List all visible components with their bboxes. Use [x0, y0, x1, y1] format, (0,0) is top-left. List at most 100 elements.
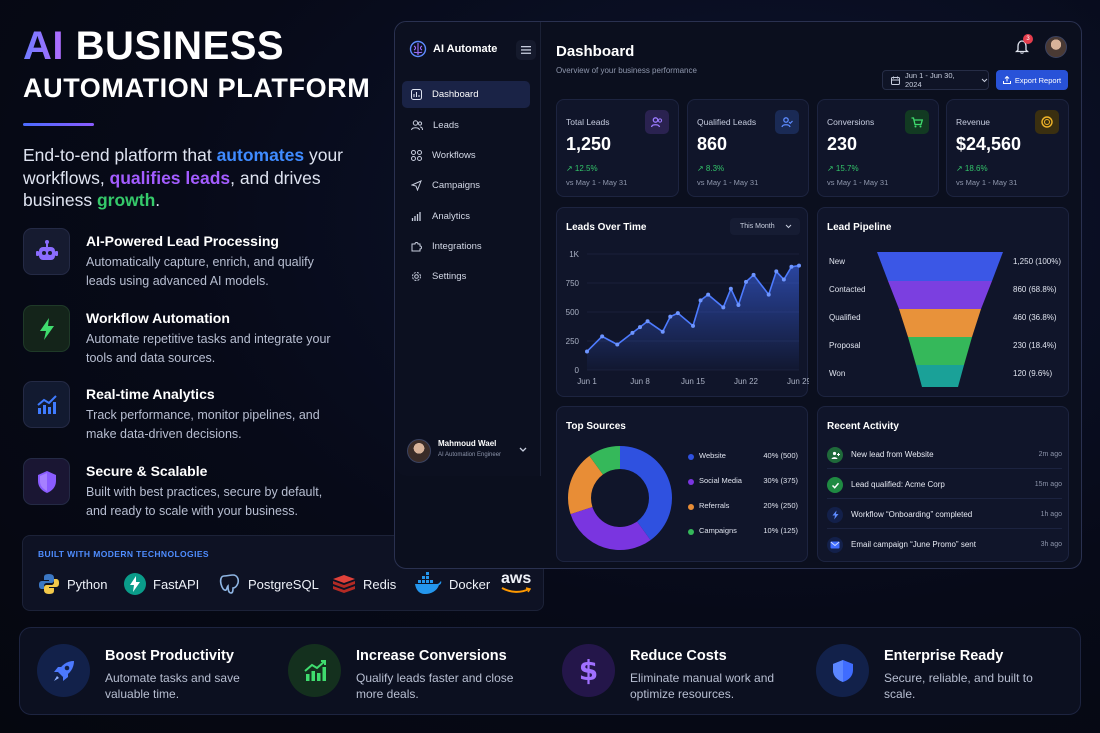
donut-slice	[570, 506, 651, 550]
fastapi-icon	[124, 573, 146, 595]
hero-divider	[23, 123, 94, 126]
postgresql-icon	[219, 574, 240, 594]
chevron-down-icon[interactable]	[519, 447, 527, 453]
stage-value: 1,250 (100%)	[1013, 257, 1062, 266]
tech-aws: aws	[501, 571, 531, 597]
stage-value: 860 (68.8%)	[1013, 285, 1057, 294]
y-tick-label: 500	[566, 308, 580, 317]
puzzle-icon	[411, 242, 422, 252]
y-tick-label: 750	[566, 279, 580, 288]
menu-icon	[521, 46, 531, 54]
date-range-picker[interactable]: Jun 1 - Jun 30, 2024	[882, 70, 989, 90]
activity-item[interactable]: Email campaign “June Promo” sent 3h ago	[827, 535, 1062, 559]
x-tick-label: Jun 29	[787, 377, 809, 386]
data-point	[721, 305, 726, 310]
aws-smile-icon	[501, 587, 531, 593]
kpi-card-conversions[interactable]: Conversions 230 ↗ 15.7% vs May 1 - May 3…	[817, 99, 939, 197]
user-check-icon	[775, 110, 799, 134]
leads-over-time-card: Leads Over Time This Month 1K 750 500 250 0 J…	[556, 207, 809, 397]
feature-title: Secure & Scalable	[86, 463, 208, 479]
header-avatar[interactable]	[1045, 36, 1067, 58]
chart-title: Leads Over Time	[566, 222, 647, 233]
pipeline-funnel	[877, 252, 1003, 387]
data-point	[645, 319, 650, 324]
nav-item-analytics[interactable]: Analytics	[402, 203, 530, 230]
gear-icon	[412, 272, 421, 281]
export-report-button[interactable]: Export Report	[996, 70, 1068, 90]
leads-line-chart: 1K 750 500 250 0 Jun 1 Jun 8 Jun 15 Jun 22 Jun 29	[566, 250, 809, 386]
kpi-card-qualified-leads[interactable]: Qualified Leads 860 ↗ 8.3% vs May 1 - Ma…	[687, 99, 809, 197]
data-point	[660, 329, 665, 334]
activity-item[interactable]: Lead qualified: Acme Corp 15m ago	[827, 475, 1062, 499]
calendar-icon	[891, 76, 900, 85]
legend-website: Website 40% (500)	[688, 451, 798, 463]
funnel-stage-won	[916, 365, 964, 387]
stage-label: Proposal	[829, 341, 861, 350]
nav-item-integrations[interactable]: Integrations	[402, 233, 530, 260]
x-tick-label: Jun 15	[681, 377, 706, 386]
stage-value: 230 (18.4%)	[1013, 341, 1057, 350]
activity-title: Recent Activity	[827, 421, 899, 432]
user-name: Mahmoud Wael	[438, 439, 497, 448]
nav-item-dashboard[interactable]: Dashboard	[402, 81, 530, 108]
hero-title-line2: AUTOMATION PLATFORM	[23, 73, 371, 103]
lightning-icon	[23, 305, 70, 352]
stage-label: New	[829, 257, 846, 266]
nav-item-campaigns[interactable]: Campaigns	[402, 172, 530, 199]
user-role: AI Automation Engineer	[438, 452, 502, 458]
recent-activity-card: Recent Activity New lead from Website 2m…	[817, 406, 1069, 562]
data-point	[797, 263, 801, 268]
bell-icon[interactable]	[1015, 39, 1029, 54]
nav-item-settings[interactable]: Settings	[402, 263, 530, 290]
hero-subtitle: End-to-end platform that automates your …	[23, 145, 344, 210]
donut-slice	[620, 446, 672, 541]
y-tick-label: 0	[575, 366, 580, 375]
check-icon	[827, 477, 843, 493]
avatar	[407, 439, 431, 463]
kpi-card-revenue[interactable]: Revenue $24,560 ↗ 18.6% vs May 1 - May 3…	[946, 99, 1069, 197]
nav-item-leads[interactable]: Leads	[402, 112, 530, 139]
y-tick-label: 1K	[569, 250, 579, 259]
feature-realtime-analytics: Real-time Analytics Track performance, m…	[23, 381, 353, 445]
feature-title: AI-Powered Lead Processing	[86, 233, 279, 249]
data-point	[766, 292, 771, 297]
data-point	[736, 303, 741, 308]
brain-icon	[409, 40, 427, 58]
feature-desc: Built with best practices, secure by def…	[86, 485, 323, 518]
data-point	[585, 349, 589, 354]
legend-referrals: Referrals 20% (250)	[688, 501, 798, 513]
page-subtitle: Overview of your business performance	[556, 66, 697, 75]
activity-item[interactable]: New lead from Website 2m ago	[827, 445, 1062, 469]
top-sources-card: Top Sources Website 40% (500) Social Medi…	[556, 406, 808, 562]
kpi-card-total-leads[interactable]: Total Leads 1,250 ↗ 12.5% vs May 1 - May…	[556, 99, 679, 197]
activity-item[interactable]: Workflow “Onboarding” completed 1h ago	[827, 505, 1062, 529]
cart-icon	[905, 110, 929, 134]
funnel-stage-new	[877, 252, 1003, 281]
benefits-banner: Boost Productivity Automate tasks and sa…	[19, 627, 1081, 715]
data-point	[600, 334, 605, 339]
sources-title: Top Sources	[566, 421, 626, 432]
robot-icon	[23, 228, 70, 275]
data-point	[615, 342, 620, 347]
sidebar: AI Automate Dashboard Leads Workflows Ca…	[395, 22, 541, 476]
app-logo[interactable]: AI Automate	[409, 40, 497, 58]
legend-social-media: Social Media 30% (375)	[688, 476, 798, 488]
chevron-down-icon	[981, 78, 988, 82]
coin-icon	[1035, 110, 1059, 134]
nav-item-workflows[interactable]: Workflows	[402, 142, 530, 169]
tech-postgresql: PostgreSQL	[218, 571, 319, 597]
analytics-icon	[23, 381, 70, 428]
x-tick-label: Jun 8	[630, 377, 650, 386]
page-title: Dashboard	[556, 43, 635, 60]
user-profile[interactable]: Mahmoud Wael AI Automation Engineer	[407, 439, 531, 469]
tech-docker: Docker	[413, 571, 490, 597]
hamburger-menu-button[interactable]	[516, 40, 536, 60]
pipeline-title: Lead Pipeline	[827, 222, 892, 233]
tech-redis: Redis	[331, 571, 396, 597]
data-point	[638, 325, 642, 330]
x-tick-label: Jun 22	[734, 377, 759, 386]
chevron-down-icon	[785, 224, 791, 229]
data-point	[781, 277, 786, 282]
period-select[interactable]: This Month	[730, 218, 800, 235]
data-point	[728, 286, 733, 291]
